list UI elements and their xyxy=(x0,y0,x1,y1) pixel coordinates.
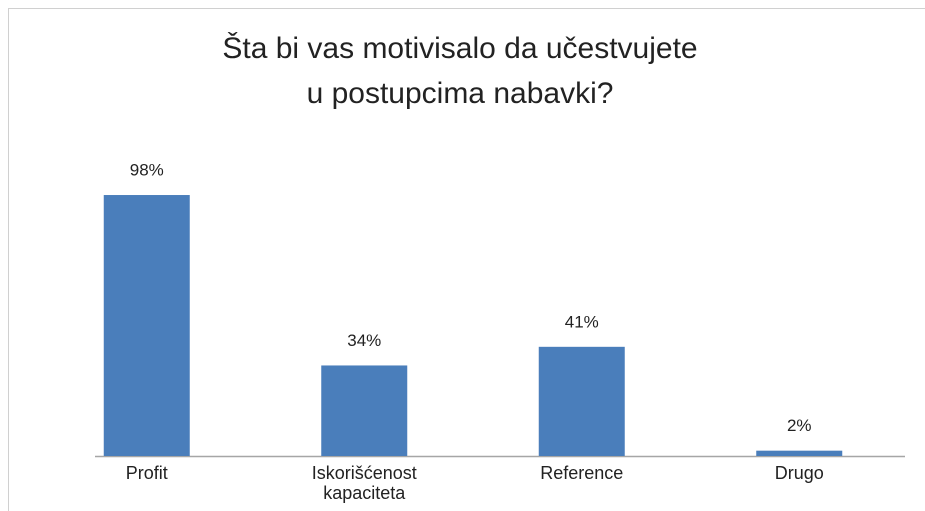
chart-title: u postupcima nabavki? xyxy=(307,77,614,110)
bar xyxy=(756,450,843,456)
data-label: 2% xyxy=(787,416,812,435)
bar xyxy=(538,346,625,456)
x-tick-label: Reference xyxy=(540,463,624,483)
chart-border xyxy=(8,8,925,511)
x-tick-label: Iskorišćenost kapaciteta xyxy=(311,463,417,503)
x-tick-label: Profit xyxy=(125,463,168,483)
bar xyxy=(103,195,190,456)
chart-title: Šta bi vas motivisalo da učestvujete xyxy=(222,31,697,65)
data-label: 41% xyxy=(565,312,599,331)
x-tick-label: Drugo xyxy=(774,463,824,483)
data-label: 34% xyxy=(347,331,381,350)
data-label: 98% xyxy=(130,161,164,180)
bar xyxy=(321,365,408,456)
